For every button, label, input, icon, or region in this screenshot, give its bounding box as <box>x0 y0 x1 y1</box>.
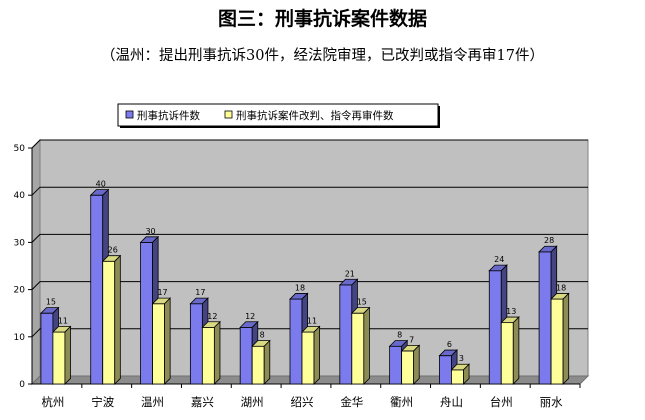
bar-side <box>463 363 470 385</box>
bar-front <box>189 303 203 385</box>
x-tick-label: 嘉兴 <box>191 395 214 409</box>
x-tick-label: 杭州 <box>41 395 64 409</box>
x-tick-label: 舟山 <box>440 395 463 409</box>
bar-绍兴-2 <box>301 325 321 385</box>
bar-舟山-2 <box>450 363 471 385</box>
gridline <box>31 139 588 149</box>
x-tick-label: 温州 <box>141 395 164 409</box>
bar-front <box>488 270 502 385</box>
data-label: 21 <box>345 269 355 278</box>
gridline <box>31 281 588 290</box>
data-label: 6 <box>447 340 452 349</box>
data-label: 15 <box>357 298 367 307</box>
legend-box <box>117 103 439 127</box>
data-label: 8 <box>260 331 265 340</box>
y-tick-label: 20 <box>14 286 26 296</box>
bar-杭州-2 <box>51 325 72 385</box>
bar-side <box>413 344 420 385</box>
data-label: 7 <box>409 335 414 344</box>
bar-front <box>389 345 403 385</box>
bar-front <box>439 355 452 385</box>
bar-front <box>351 312 365 385</box>
data-label: 28 <box>544 236 554 245</box>
bar-front <box>102 260 116 385</box>
data-label: 13 <box>506 307 516 316</box>
bar-side <box>64 325 71 385</box>
bar-front <box>401 350 415 385</box>
legend-label: 刑事抗诉件数 <box>137 109 200 122</box>
chart-legend: 刑事抗诉件数 刑事抗诉案件改判、指令再审件数 <box>117 103 440 128</box>
chart-side-wall <box>31 138 41 386</box>
data-label: 18 <box>556 283 566 292</box>
bar-front <box>500 322 514 385</box>
bar-front <box>339 284 353 385</box>
bar-丽水-2 <box>550 292 570 385</box>
data-label: 12 <box>207 312 217 321</box>
x-tick-label: 金华 <box>340 395 363 409</box>
chart-subtitle: （温州：提出刑事抗诉30件，经法院审理，已改判或指令再审17件） <box>101 48 544 64</box>
data-label: 15 <box>46 298 56 307</box>
data-label: 3 <box>459 354 464 363</box>
gridline <box>31 233 588 243</box>
bar-宁波-2 <box>101 254 122 385</box>
x-tick-label: 衢州 <box>390 395 413 409</box>
bar-front <box>289 298 303 385</box>
gridline <box>31 328 588 338</box>
bar-side <box>363 306 370 385</box>
bar-front <box>239 326 253 385</box>
bar-front <box>550 298 564 385</box>
y-tick-label: 40 <box>14 191 26 201</box>
data-label: 12 <box>245 312 255 321</box>
gridline <box>31 186 588 196</box>
data-label: 17 <box>195 288 205 297</box>
data-label: 11 <box>307 316 317 325</box>
chart-title: 图三：刑事抗诉案件数据 <box>217 8 427 30</box>
y-tick-label: 10 <box>14 333 26 343</box>
legend-swatch <box>224 110 233 119</box>
y-tick-label: 50 <box>14 144 26 154</box>
data-label: 26 <box>108 246 118 255</box>
bar-side <box>263 339 271 385</box>
bar-温州-2 <box>151 297 172 385</box>
bar-嘉兴-2 <box>201 320 221 385</box>
bar-front <box>52 331 66 385</box>
data-label: 8 <box>397 331 402 340</box>
bar-front <box>301 331 315 385</box>
bar-front <box>90 194 104 385</box>
bar-金华-2 <box>350 306 371 385</box>
data-label: 24 <box>494 255 504 264</box>
y-tick-label: 0 <box>19 380 25 390</box>
x-tick-label: 台州 <box>490 395 513 409</box>
bar-front <box>251 345 265 385</box>
x-tick-label: 宁波 <box>91 395 114 409</box>
data-label: 17 <box>157 288 167 297</box>
legend-label: 刑事抗诉案件改判、指令再审件数 <box>236 109 394 122</box>
bar-side <box>512 316 520 385</box>
bar-湖州-2 <box>251 339 271 385</box>
bar-side <box>313 325 321 385</box>
bar-side <box>213 320 221 385</box>
data-label: 40 <box>96 180 106 189</box>
bar-front <box>538 251 552 385</box>
bar-front <box>451 369 464 385</box>
bar-台州-2 <box>500 316 520 385</box>
bar-衢州-2 <box>400 344 421 385</box>
bar-side <box>562 292 570 385</box>
y-tick-label: 30 <box>14 238 26 248</box>
data-label: 11 <box>58 316 68 325</box>
bar-front <box>40 312 54 385</box>
bar-front <box>140 241 153 385</box>
bar-side <box>164 297 171 385</box>
data-label: 30 <box>145 227 155 236</box>
x-tick-label: 湖州 <box>241 395 264 409</box>
bar-front <box>201 326 215 385</box>
legend-swatch <box>125 110 134 119</box>
data-label: 18 <box>295 283 305 292</box>
x-tick-label: 绍兴 <box>291 395 314 409</box>
bar-front <box>152 303 165 385</box>
bar-side <box>114 254 121 385</box>
x-tick-label: 丽水 <box>540 395 563 409</box>
